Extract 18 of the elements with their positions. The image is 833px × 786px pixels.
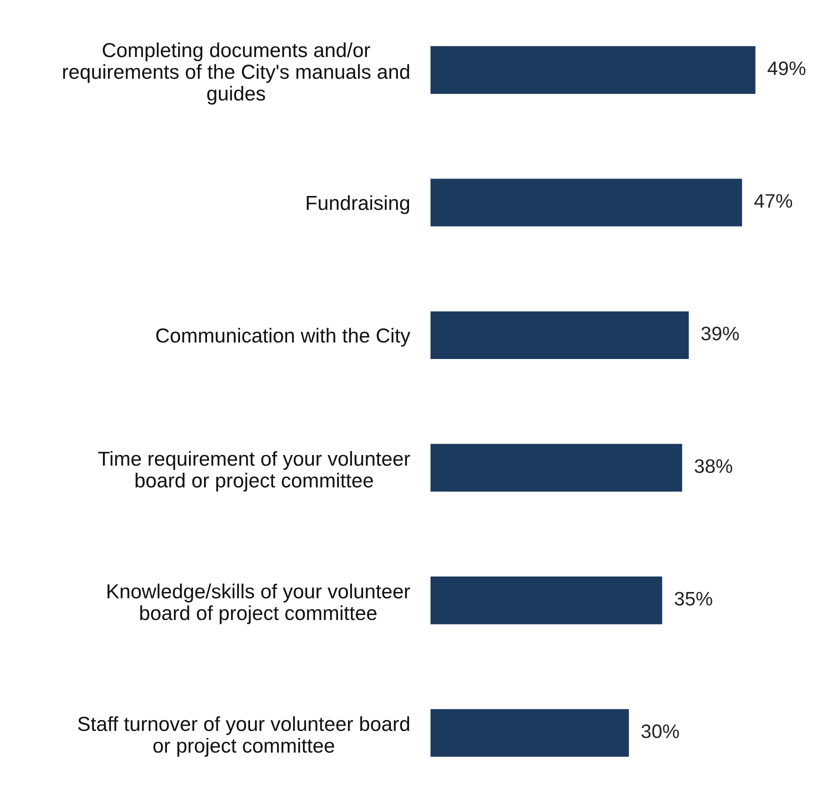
bar bbox=[430, 177, 744, 228]
y-tick-label: Time requirement of your volunteer board or project committee bbox=[98, 451, 410, 492]
bar bbox=[430, 575, 664, 626]
bar bbox=[430, 310, 690, 360]
data-label: 39% bbox=[701, 326, 739, 340]
bar bbox=[430, 442, 684, 493]
y-tick-label: Knowledge/skills of your volunteer board of project committee bbox=[108, 584, 410, 624]
data-label: 38% bbox=[694, 459, 732, 473]
data-label: 35% bbox=[674, 592, 712, 606]
y-tick-label: Completing documents and/or requirements of the City's manuals and guides bbox=[63, 42, 410, 105]
y-tick-label: Communication with the City bbox=[156, 328, 410, 347]
bar bbox=[430, 708, 630, 758]
bar bbox=[430, 44, 757, 96]
y-tick-label: Fundraising bbox=[306, 195, 410, 214]
data-label: 30% bbox=[641, 724, 679, 738]
data-label: 49% bbox=[768, 61, 806, 76]
data-label: 47% bbox=[754, 194, 792, 208]
y-tick-label: Staff turnover of your volunteer board or project committee bbox=[78, 716, 410, 757]
